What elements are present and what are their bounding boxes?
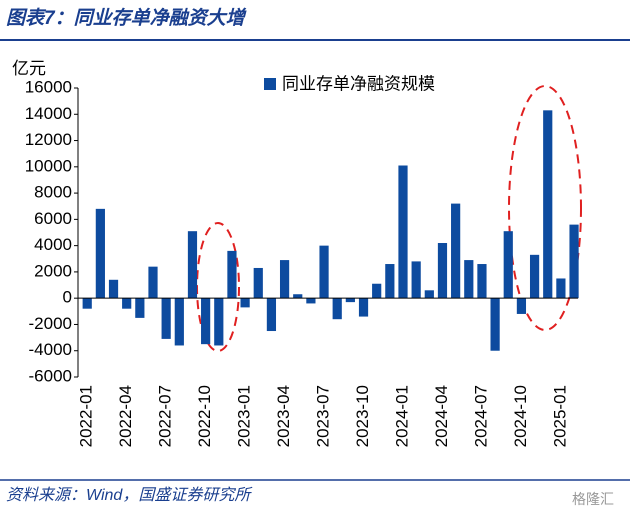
bar [135, 298, 145, 318]
x-tick-label: 2022-07 [156, 385, 175, 447]
bar [437, 243, 448, 299]
x-tick-label: 2024-10 [511, 385, 530, 447]
y-tick-label: -2000 [29, 314, 72, 333]
bar [385, 264, 395, 299]
highlight-ellipse [508, 85, 582, 331]
y-tick-label: 14000 [25, 104, 72, 123]
y-tick-label: -6000 [29, 366, 72, 385]
bar [293, 294, 303, 299]
bar [122, 298, 132, 309]
bar [279, 260, 290, 299]
y-tick-label: -4000 [29, 340, 72, 359]
y-axis-label: 亿元 [12, 59, 46, 78]
bar [398, 165, 408, 299]
bar [174, 298, 184, 346]
x-tick-label: 2023-04 [274, 385, 293, 447]
bar [227, 250, 237, 299]
y-tick-label: 6000 [34, 209, 72, 228]
bar [503, 231, 513, 299]
bar [95, 208, 105, 299]
bar [411, 261, 421, 299]
bar [82, 298, 92, 309]
bar [240, 298, 250, 308]
bar [569, 224, 579, 299]
bar [148, 266, 158, 299]
x-tick-label: 2025-01 [550, 385, 569, 447]
bar [490, 298, 500, 351]
y-tick-label: 10000 [25, 156, 72, 175]
y-tick-label: 12000 [25, 130, 72, 149]
x-tick-label: 2022-04 [116, 385, 135, 447]
x-tick-label: 2023-07 [314, 385, 333, 447]
bar [187, 231, 198, 299]
x-tick-label: 2022-01 [77, 385, 96, 447]
bar [161, 298, 171, 339]
bar [451, 203, 461, 299]
y-tick-label: 2000 [34, 261, 72, 280]
bar [424, 290, 434, 299]
bar [345, 298, 355, 303]
y-tick-label: 4000 [34, 235, 72, 254]
x-tick-label: 2022-10 [195, 385, 214, 447]
bar [108, 279, 119, 299]
bar [358, 298, 369, 317]
y-tick-label: 0 [63, 288, 72, 307]
x-tick-label: 2023-01 [235, 385, 254, 447]
bar [464, 260, 474, 299]
bar [477, 264, 487, 299]
legend-swatch [264, 78, 276, 90]
page-title: 图表7：同业存单净融资大增 [6, 7, 247, 29]
bar [332, 298, 342, 320]
bar [214, 298, 224, 346]
bar [556, 278, 566, 299]
y-tick-label: 16000 [25, 77, 72, 96]
y-tick-label: 8000 [34, 183, 72, 202]
bar [529, 254, 540, 299]
bar [253, 267, 263, 299]
bar [201, 298, 211, 345]
bar [266, 298, 277, 332]
bar [306, 298, 316, 304]
legend-label: 同业存单净融资规模 [282, 74, 435, 93]
bar [516, 298, 527, 314]
x-tick-label: 2023-10 [353, 385, 372, 447]
x-tick-label: 2024-01 [392, 385, 411, 447]
source-note: 资料来源：Wind，国盛证券研究所 [6, 486, 253, 504]
bar [543, 110, 553, 299]
watermark: 格隆汇 [572, 491, 614, 507]
x-tick-label: 2024-04 [432, 385, 451, 447]
bar [319, 245, 329, 299]
x-tick-label: 2024-07 [471, 385, 490, 447]
bar [372, 283, 382, 299]
